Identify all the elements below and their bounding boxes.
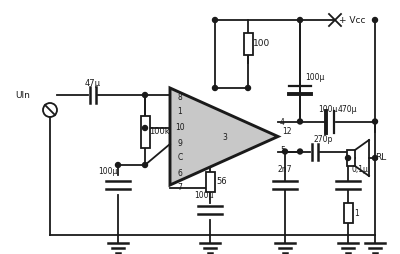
- Polygon shape: [170, 88, 278, 185]
- Circle shape: [142, 125, 148, 131]
- Text: 7: 7: [178, 183, 182, 193]
- Text: 3: 3: [222, 134, 228, 142]
- Circle shape: [298, 18, 302, 23]
- Circle shape: [142, 163, 148, 167]
- Circle shape: [298, 149, 302, 154]
- Text: RL: RL: [375, 153, 386, 163]
- Text: 100µ: 100µ: [98, 167, 117, 176]
- Text: 6: 6: [178, 169, 182, 179]
- Circle shape: [212, 18, 218, 23]
- Text: C: C: [177, 153, 183, 163]
- Text: + Vcc: + Vcc: [339, 16, 366, 25]
- Text: 0,1µ: 0,1µ: [352, 165, 369, 173]
- Circle shape: [142, 92, 148, 98]
- Circle shape: [372, 18, 378, 23]
- Bar: [244, 33, 252, 55]
- Text: 10: 10: [175, 123, 185, 133]
- Bar: [140, 116, 150, 148]
- Text: 100k: 100k: [149, 128, 170, 136]
- Text: 12: 12: [282, 127, 292, 136]
- Circle shape: [116, 163, 120, 167]
- Text: 270p: 270p: [313, 135, 332, 144]
- Text: 5: 5: [280, 146, 285, 155]
- Text: UIn: UIn: [15, 90, 30, 100]
- Text: 1: 1: [178, 107, 182, 117]
- Bar: [347, 150, 355, 166]
- Circle shape: [282, 149, 288, 154]
- Bar: [206, 172, 214, 192]
- Circle shape: [212, 86, 218, 90]
- Circle shape: [372, 119, 378, 124]
- Text: 9: 9: [178, 139, 182, 149]
- Text: 1: 1: [354, 209, 359, 217]
- Text: 100: 100: [253, 40, 270, 49]
- Text: 47µ: 47µ: [85, 78, 101, 87]
- Circle shape: [298, 119, 302, 124]
- Text: 100µ: 100µ: [194, 192, 213, 200]
- Text: 100µ: 100µ: [305, 73, 324, 83]
- Bar: [344, 203, 352, 223]
- Text: 2n7: 2n7: [277, 165, 292, 173]
- Circle shape: [372, 155, 378, 161]
- Text: 100µ: 100µ: [318, 105, 337, 114]
- Text: 4: 4: [280, 118, 285, 127]
- Circle shape: [246, 86, 250, 90]
- Text: 470µ: 470µ: [338, 105, 358, 114]
- Text: 56: 56: [216, 178, 227, 186]
- Circle shape: [346, 155, 350, 161]
- Text: 8: 8: [178, 93, 182, 103]
